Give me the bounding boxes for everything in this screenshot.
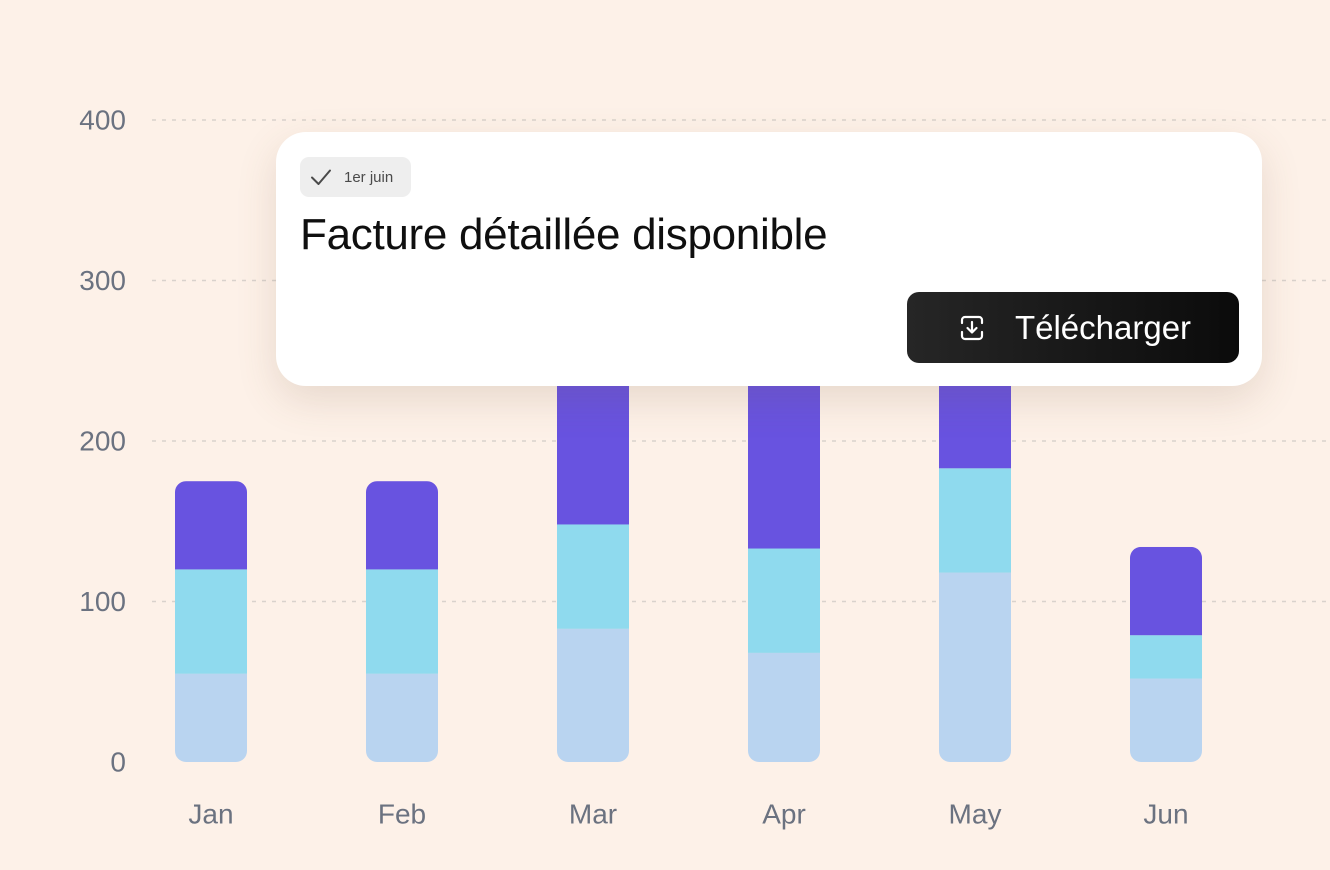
invoice-notification-card: 1er juin Facture détaillée disponible Té… [276,132,1262,386]
download-button[interactable]: Télécharger [907,292,1239,363]
x-tick-label: Jun [1143,799,1188,830]
bar-stack [366,481,438,762]
x-tick-label: Feb [378,799,426,830]
bar-segment-mar-1 [557,524,629,629]
bar-segment-jan-1 [175,569,247,674]
bar-segment-may-0 [939,572,1011,762]
bar-segment-apr-0 [748,652,820,762]
x-tick-label: Mar [569,799,617,830]
notification-title: Facture détaillée disponible [300,210,828,259]
y-tick-label: 400 [79,105,126,136]
date-badge-label: 1er juin [344,168,394,186]
bar-segment-may-1 [939,468,1011,573]
bar-segment-jan-0 [175,673,247,762]
y-tick-label: 100 [79,586,126,617]
bar-segment-apr-1 [748,548,820,653]
bar-segment-jun-0 [1130,678,1202,762]
bar-stack [175,481,247,762]
bar-segment-feb-1 [366,569,438,674]
download-button-label: Télécharger [1014,308,1192,346]
y-tick-label: 0 [110,747,126,778]
bar-segment-jun-1 [1130,635,1202,679]
y-tick-label: 200 [79,426,126,457]
bar-segment-mar-0 [557,628,629,762]
x-tick-label: Apr [762,799,806,830]
download-icon [955,311,989,345]
y-tick-label: 300 [79,265,126,296]
bar-segment-jan-2 [175,481,247,570]
x-tick-label: Jan [188,799,233,830]
bar-segment-feb-0 [366,673,438,762]
bar-stack [1130,546,1202,762]
date-badge: 1er juin [300,157,412,197]
x-tick-label: May [949,799,1002,830]
check-icon [310,166,332,188]
bar-segment-jun-2 [1130,546,1202,636]
bar-segment-feb-2 [366,481,438,570]
